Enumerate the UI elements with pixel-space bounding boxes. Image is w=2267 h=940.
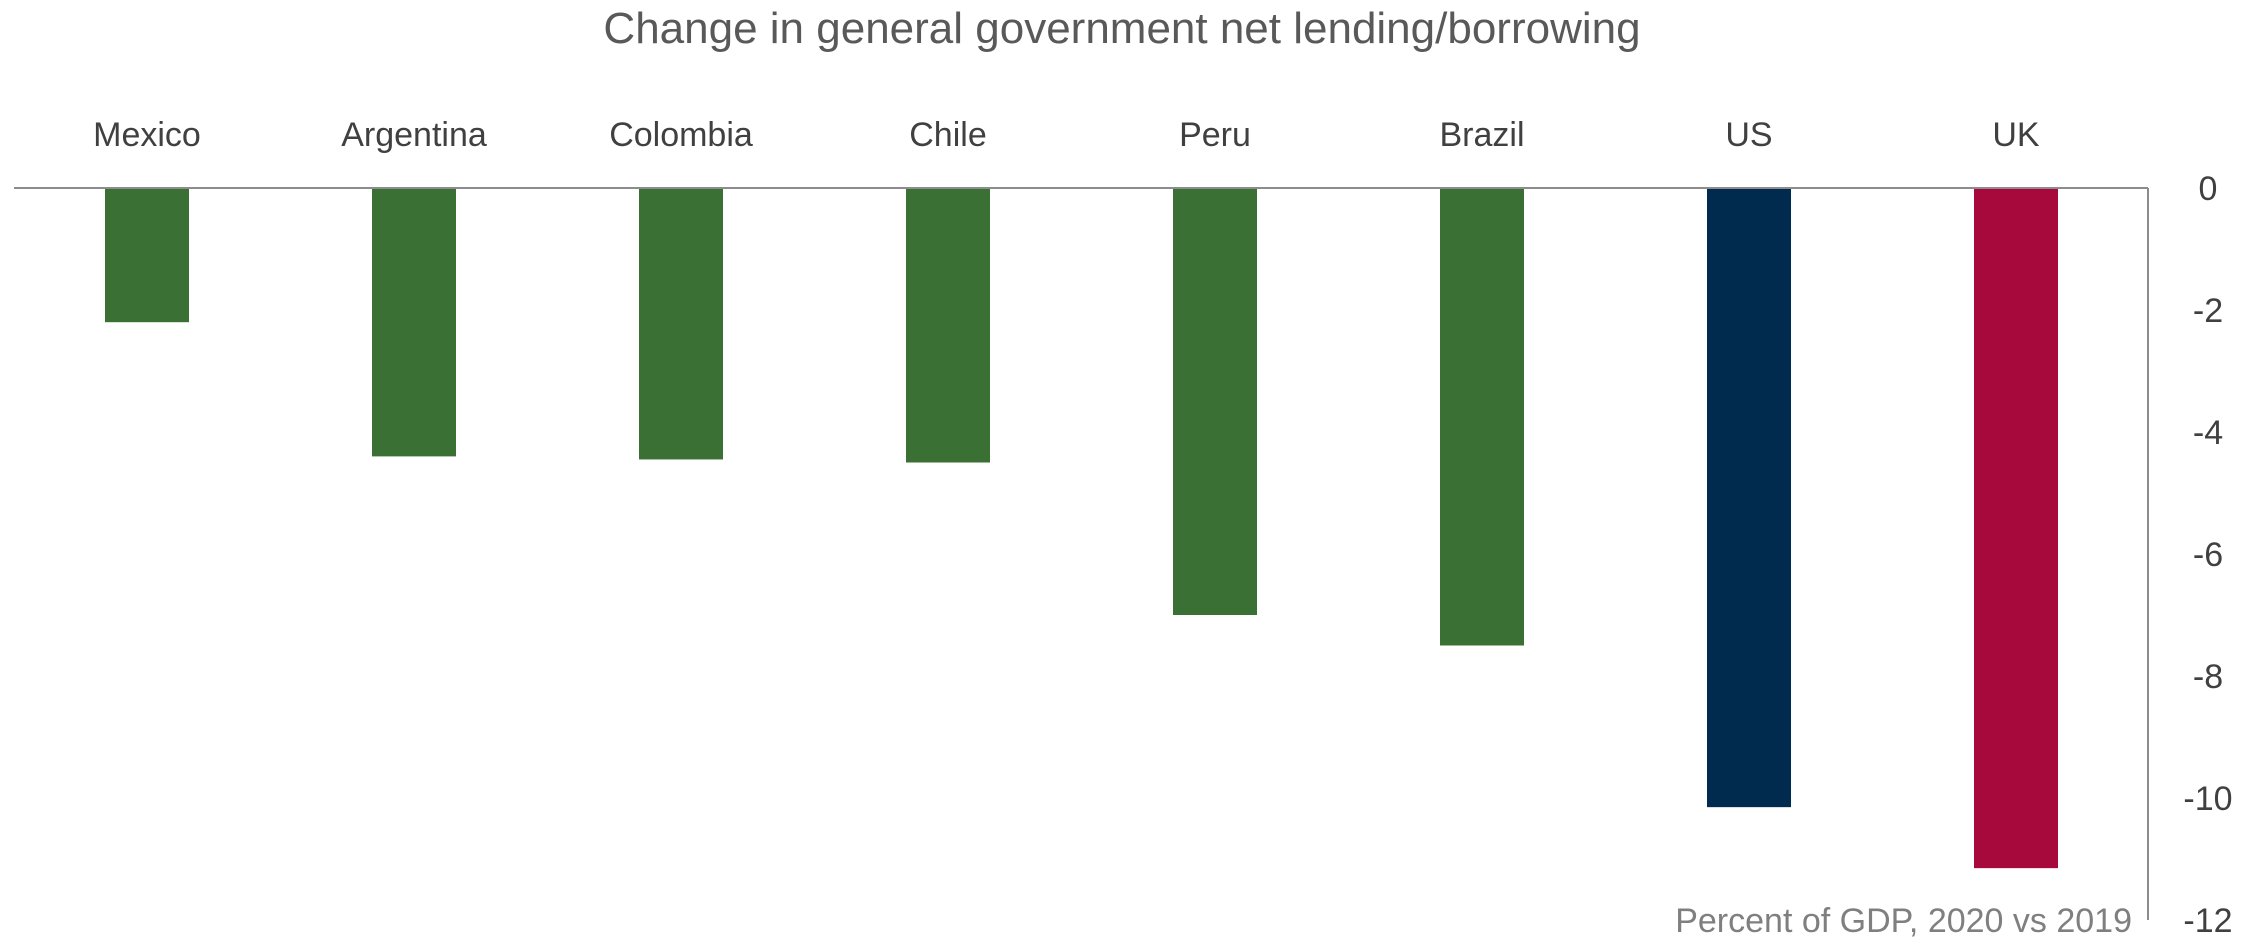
bar-peru [1173,188,1257,615]
y-tick-label: -12 [2183,902,2232,940]
y-tick-label: -6 [2193,536,2223,574]
category-label-colombia: Colombia [609,116,753,154]
category-label-peru: Peru [1179,116,1251,154]
chart-annotation: Percent of GDP, 2020 vs 2019 [1675,902,2132,940]
bar-chile [906,188,990,463]
y-tick-label: -2 [2193,292,2223,330]
bar-brazil [1440,188,1524,646]
bar-us [1707,188,1791,808]
bar-mexico [105,188,189,323]
y-tick-labels-group: 0 -2 -4 -6 -8 -10 -12 [2183,170,2232,940]
category-label-brazil: Brazil [1439,116,1524,154]
bar-uk [1974,188,2058,869]
y-tick-label: -8 [2193,658,2223,696]
bar-colombia [639,188,723,460]
bar-argentina [372,188,456,457]
y-tick-label: -4 [2193,414,2223,452]
chart-title: Change in general government net lending… [603,4,1640,53]
category-label-chile: Chile [909,116,986,154]
category-label-mexico: Mexico [93,116,201,154]
category-labels-group: Mexico Argentina Colombia Chile Peru Brazil US… [93,116,2040,154]
category-label-argentina: Argentina [341,116,487,154]
y-tick-label: 0 [2199,170,2218,208]
bars-group [105,188,2058,869]
axes-group [14,187,2149,920]
y-tick-label: -10 [2183,780,2232,818]
category-label-uk: UK [1992,116,2040,154]
category-label-us: US [1725,116,1772,154]
